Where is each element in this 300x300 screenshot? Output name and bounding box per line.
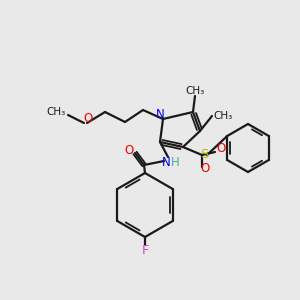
Text: O: O (216, 142, 226, 155)
Text: N: N (156, 107, 164, 121)
Text: F: F (141, 244, 148, 256)
Text: S: S (200, 148, 208, 160)
Text: O: O (83, 112, 93, 125)
Text: O: O (124, 143, 134, 157)
Text: CH₃: CH₃ (46, 107, 66, 117)
Text: N: N (162, 155, 170, 169)
Text: O: O (200, 161, 210, 175)
Text: CH₃: CH₃ (213, 111, 232, 121)
Text: CH₃: CH₃ (185, 86, 205, 96)
Text: H: H (171, 155, 179, 169)
